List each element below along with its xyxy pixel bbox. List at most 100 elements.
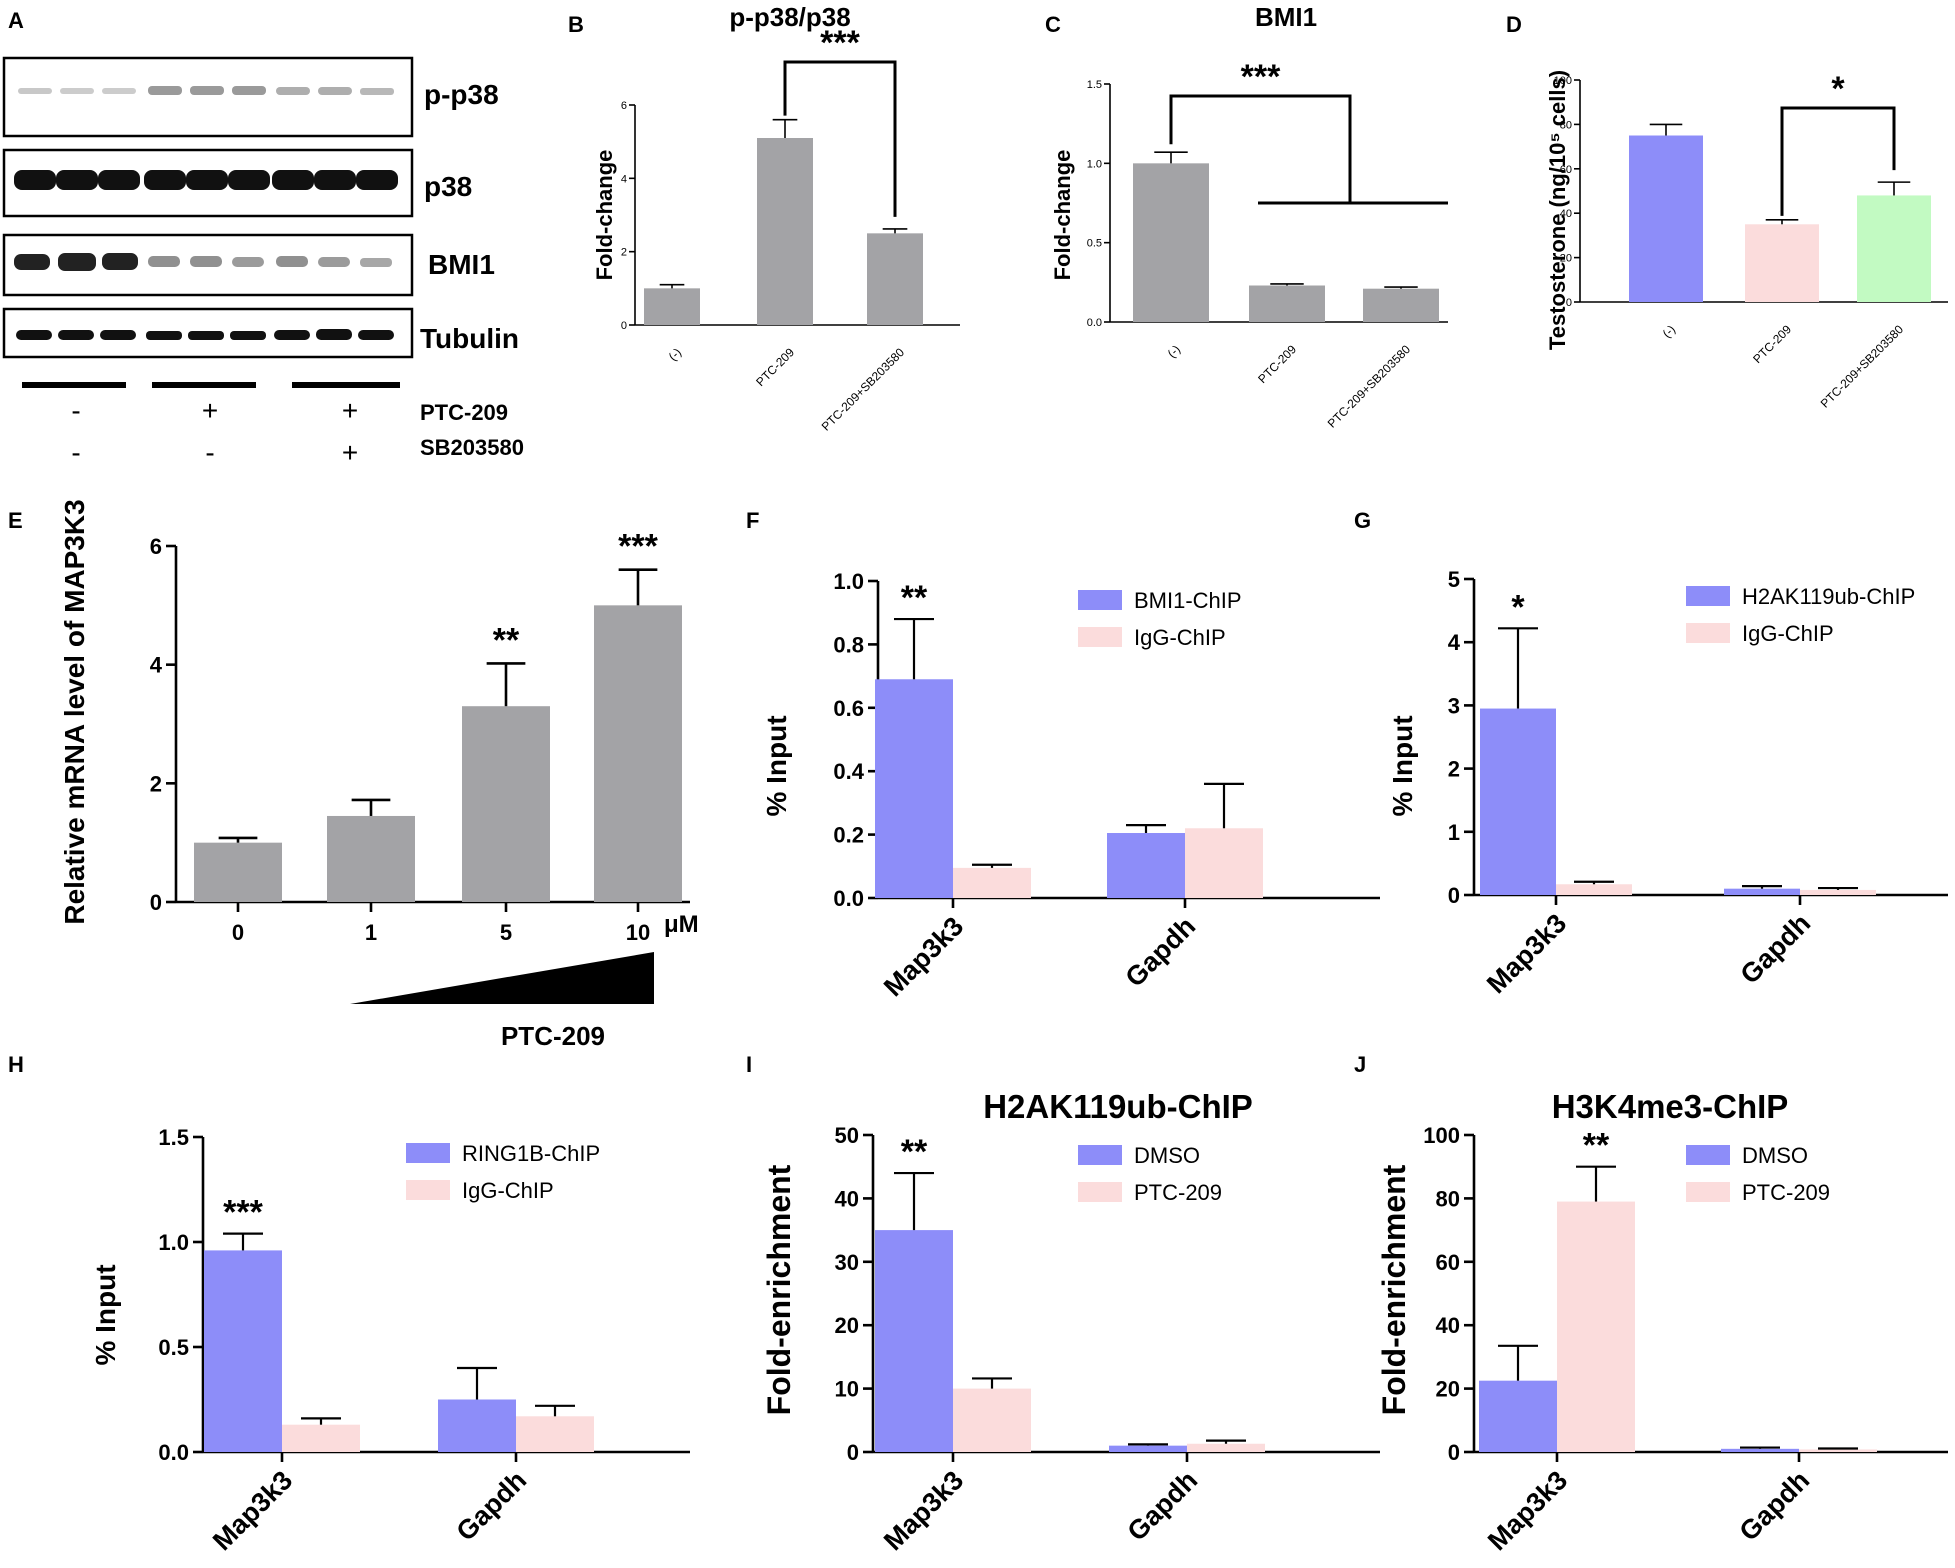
x-tick-label: (-) bbox=[1165, 342, 1183, 360]
panel-letter: G bbox=[1354, 508, 1371, 533]
y-tick-label: 0 bbox=[1448, 1440, 1460, 1465]
x-tick-label: Gapdh bbox=[1734, 1465, 1816, 1547]
blot-frame-p-p38 bbox=[2, 56, 414, 138]
x-tick-label: 10 bbox=[626, 920, 650, 945]
y-tick-label: 1.5 bbox=[1087, 79, 1102, 91]
bar-h2ak119ub-chip bbox=[1724, 888, 1800, 895]
bar bbox=[867, 233, 923, 325]
bar bbox=[1363, 288, 1439, 322]
y-tick-label: 0.0 bbox=[833, 886, 864, 911]
significance-stars: *** bbox=[1241, 58, 1281, 96]
y-tick-label: 40 bbox=[835, 1186, 859, 1211]
blot-bands-p38 bbox=[14, 170, 398, 190]
panel-letter: F bbox=[746, 508, 759, 533]
y-tick-label: 1.0 bbox=[1087, 158, 1102, 170]
chart-j: J H3K4me3-ChIP 0 20 40 60 80 100 Fold-enrichment… bbox=[1354, 1052, 1948, 1556]
bar-dmso bbox=[1479, 1380, 1557, 1452]
y-tick-label: 2 bbox=[1448, 757, 1460, 782]
y-tick-label: 20 bbox=[835, 1313, 859, 1338]
ptc209-mark-3: + bbox=[342, 395, 358, 426]
chart-title: H2AK119ub-ChIP bbox=[983, 1088, 1253, 1125]
x-tick-label: Gapdh bbox=[1120, 911, 1202, 993]
y-tick-label: 0.2 bbox=[833, 823, 864, 848]
y-axis-label: Fold-change bbox=[1050, 150, 1075, 281]
y-axis-label: Fold-change bbox=[592, 150, 617, 281]
legend-swatch bbox=[1078, 627, 1122, 647]
y-tick-label: 2 bbox=[621, 247, 627, 259]
legend-label: H2AK119ub-ChIP bbox=[1742, 584, 1915, 609]
y-tick-label: 40 bbox=[1436, 1313, 1460, 1338]
x-tick-label: (-) bbox=[666, 345, 684, 363]
x-tick-label: (-) bbox=[1660, 322, 1678, 340]
y-tick-label: 100 bbox=[1423, 1123, 1460, 1148]
bar-igg-chip bbox=[1185, 828, 1263, 898]
chart-title: p-p38/p38 bbox=[729, 2, 850, 32]
bar-bmi1-chip bbox=[875, 679, 953, 898]
y-tick-label: 0.0 bbox=[1087, 317, 1102, 329]
legend-label: DMSO bbox=[1742, 1143, 1808, 1168]
bar bbox=[462, 706, 550, 902]
y-tick-label: 100 bbox=[1554, 75, 1572, 87]
bar bbox=[1857, 195, 1931, 302]
bar-igg-chip bbox=[516, 1416, 594, 1452]
bar-ptc-209 bbox=[1799, 1449, 1877, 1452]
y-tick-label: 1.5 bbox=[158, 1125, 189, 1150]
y-axis-label: % Input bbox=[1387, 715, 1418, 816]
y-tick-label: 30 bbox=[835, 1250, 859, 1275]
sb203580-mark-1: - bbox=[71, 437, 80, 468]
band-label-p-p38: p-p38 bbox=[424, 79, 499, 110]
x-unit-label: μM bbox=[664, 911, 699, 938]
y-axis-label: Testosterone (ng/10⁵ cells) bbox=[1545, 70, 1570, 350]
bar-h2ak119ub-chip bbox=[1480, 708, 1556, 895]
dose-wedge bbox=[350, 952, 654, 1004]
legend-swatch bbox=[1686, 1182, 1730, 1202]
significance-stars: ** bbox=[493, 621, 520, 659]
bar bbox=[1629, 135, 1703, 302]
panel-letter: J bbox=[1354, 1052, 1366, 1077]
panel-letter: C bbox=[1045, 12, 1061, 37]
x-tick-label: Map3k3 bbox=[878, 911, 969, 1002]
legend-label: RING1B-ChIP bbox=[462, 1141, 600, 1166]
ptc209-mark-1: - bbox=[71, 395, 80, 426]
band-label-bmi1: BMI1 bbox=[428, 249, 495, 280]
chart-i: I H2AK119ub-ChIP 0 10 20 30 40 50 Fold-enrichmen… bbox=[746, 1052, 1380, 1556]
legend-label: PTC-209 bbox=[1134, 1180, 1222, 1205]
significance-stars: *** bbox=[618, 528, 658, 566]
legend-swatch bbox=[1078, 1182, 1122, 1202]
panel-letter-a: A bbox=[8, 8, 24, 33]
sb203580-mark-3: + bbox=[342, 437, 358, 468]
y-axis-label: Relative mRNA level of MAP3K3 bbox=[59, 499, 90, 924]
legend-swatch bbox=[1686, 586, 1730, 606]
y-axis-label: % Input bbox=[761, 715, 792, 816]
y-tick-label: 0.5 bbox=[1087, 238, 1102, 250]
y-tick-label: 1 bbox=[1448, 820, 1460, 845]
y-tick-label: 80 bbox=[1560, 119, 1572, 131]
x-tick-label: PTC-209 bbox=[1750, 322, 1794, 366]
y-tick-label: 0.6 bbox=[833, 696, 864, 721]
y-axis-label: Fold-enrichment bbox=[761, 1164, 797, 1415]
chart-e: E 0 2 4 6 Relative mRNA level of MAP3K3 0 1 5 ** 1… bbox=[8, 499, 699, 1051]
legend-swatch bbox=[406, 1143, 450, 1163]
y-tick-label: 0 bbox=[1448, 883, 1460, 908]
group-bar-2 bbox=[152, 382, 256, 388]
bar-igg-chip bbox=[1800, 889, 1876, 895]
band-label-tubulin: Tubulin bbox=[420, 323, 519, 354]
significance-bracket bbox=[783, 60, 897, 217]
y-tick-label: 6 bbox=[621, 100, 627, 112]
bar-igg-chip bbox=[282, 1424, 360, 1452]
x-tick-label: PTC-209 bbox=[1255, 342, 1299, 386]
panel-letter: B bbox=[568, 12, 584, 37]
x-tick-label: Map3k3 bbox=[1481, 908, 1572, 999]
x-tick-label: 0 bbox=[232, 920, 244, 945]
y-tick-label: 60 bbox=[1560, 164, 1572, 176]
legend-label: IgG-ChIP bbox=[1742, 621, 1834, 646]
y-tick-label: 6 bbox=[150, 534, 162, 559]
x-axis-label: PTC-209 bbox=[501, 1021, 605, 1051]
significance-stars: * bbox=[1831, 70, 1845, 108]
y-tick-label: 0.8 bbox=[833, 632, 864, 657]
bar bbox=[644, 288, 700, 325]
x-tick-label: 5 bbox=[500, 920, 512, 945]
legend-label: IgG-ChIP bbox=[462, 1178, 554, 1203]
x-tick-label: Gapdh bbox=[451, 1465, 533, 1547]
